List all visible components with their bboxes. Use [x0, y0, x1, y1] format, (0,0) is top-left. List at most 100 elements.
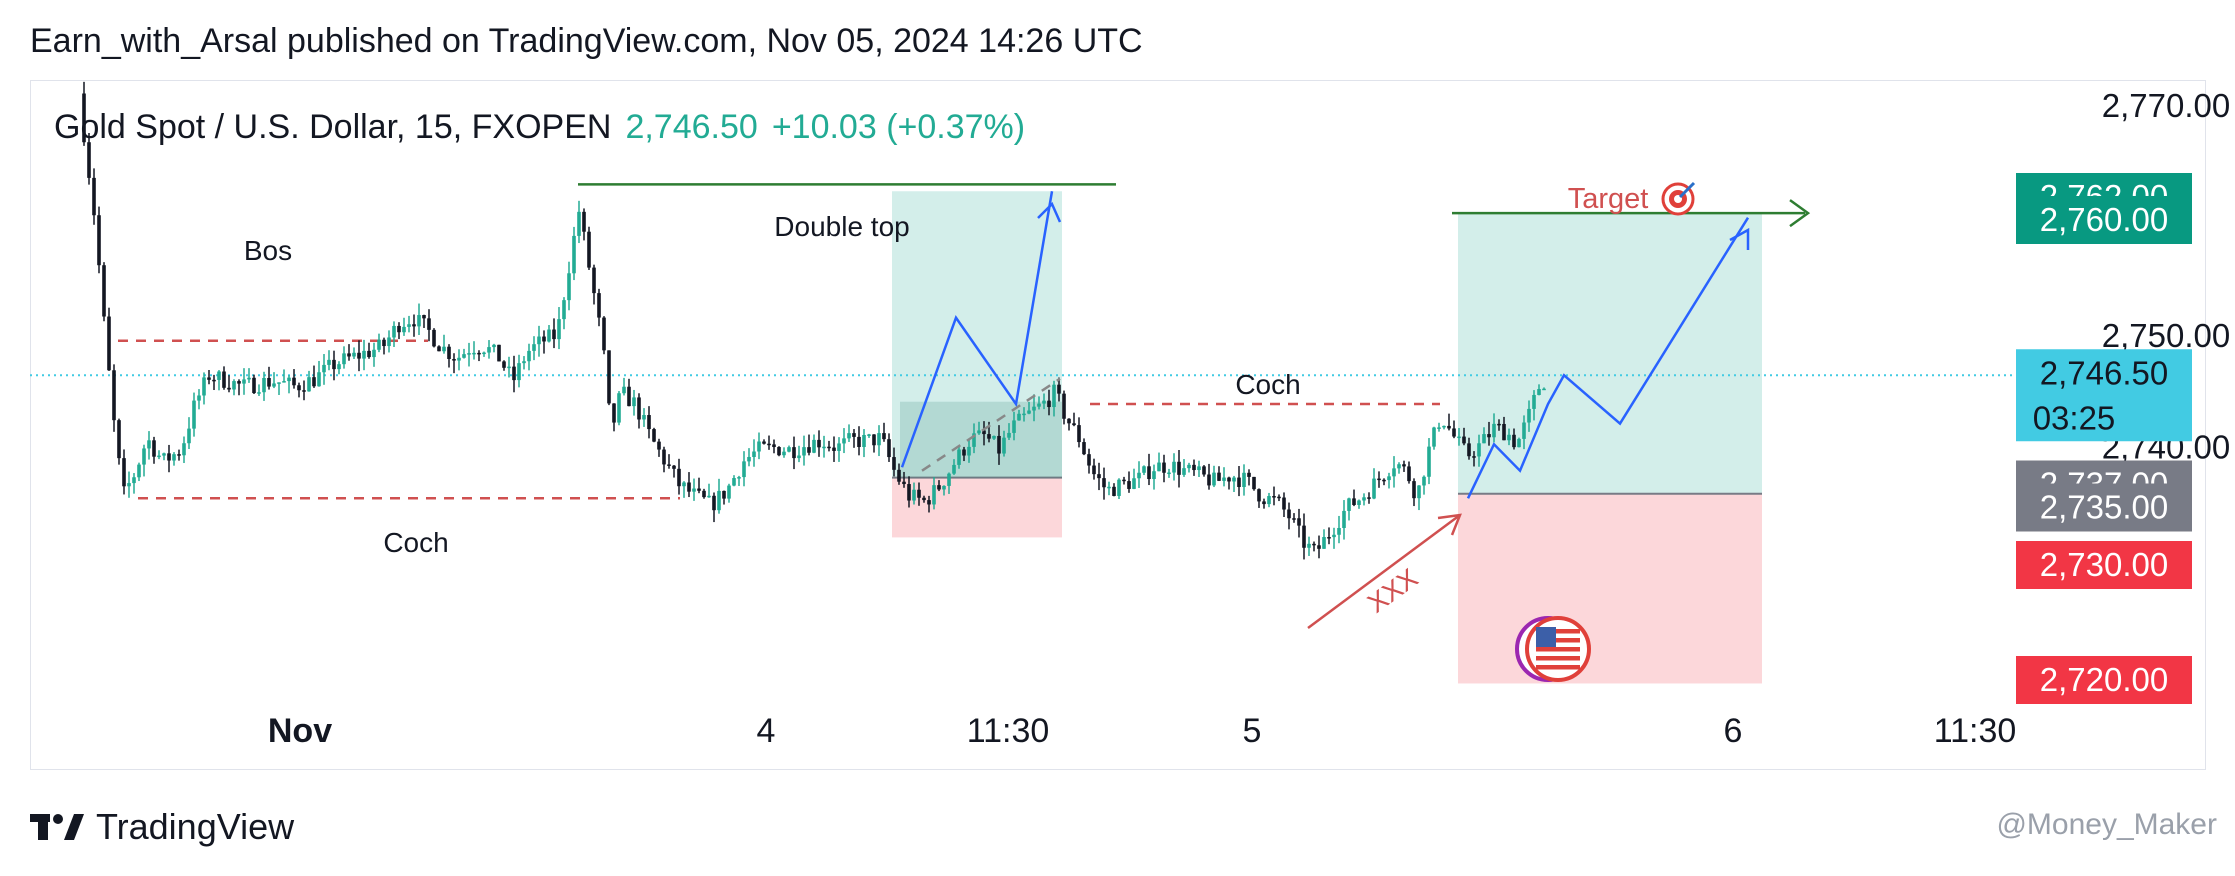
flag-stripe	[1536, 647, 1580, 652]
candle-body	[1092, 465, 1096, 475]
candle-body	[1057, 384, 1061, 394]
candle-body	[1202, 466, 1206, 475]
candle	[1467, 437, 1471, 460]
candle	[1082, 438, 1086, 456]
position-right-loss-zone	[1458, 493, 1762, 684]
candle-body	[1062, 393, 1066, 419]
xxx-arrow-head	[1437, 513, 1462, 536]
candle	[1262, 498, 1266, 509]
price-tag: 2,760.00	[2016, 196, 2192, 244]
candle-body	[1322, 537, 1326, 549]
candle	[442, 334, 446, 354]
candle	[667, 454, 671, 469]
candle-body	[1032, 406, 1036, 411]
candle	[412, 314, 416, 337]
candle	[1542, 387, 1546, 391]
candle-body	[457, 357, 461, 361]
candle-body	[82, 93, 86, 143]
chart-frame[interactable]	[30, 80, 2206, 770]
candle	[452, 353, 456, 374]
candle-body	[152, 440, 156, 457]
candle	[1382, 478, 1386, 486]
candle	[322, 354, 326, 385]
candle-body	[472, 352, 476, 355]
candle	[707, 483, 711, 498]
candle	[507, 356, 511, 378]
candle-body	[1332, 534, 1336, 538]
candle-body	[427, 318, 431, 330]
watermark: @Money_Maker	[1996, 808, 2217, 841]
candle	[517, 354, 521, 388]
candle-body	[547, 329, 551, 342]
candle	[382, 337, 386, 355]
candle	[307, 370, 311, 392]
candle-body	[522, 361, 526, 364]
candle-body	[557, 319, 561, 340]
price-axis: 2,770.002,750.002,740.002,762.002,760.00…	[2016, 87, 2230, 704]
candle	[1207, 463, 1211, 490]
candle-body	[827, 446, 831, 449]
candle-body	[252, 377, 256, 394]
time-label: Nov	[268, 712, 332, 750]
candle-body	[1472, 456, 1476, 458]
candle-body	[1162, 462, 1166, 473]
coch-low-label: Coch	[383, 527, 448, 558]
candle	[832, 436, 836, 462]
candle	[872, 434, 876, 453]
candle	[487, 340, 491, 359]
candle	[1067, 418, 1071, 431]
price-tag-text: 2,735.00	[2040, 489, 2168, 526]
candle-body	[967, 446, 971, 456]
candle-body	[372, 349, 376, 358]
candle-body	[1377, 478, 1381, 481]
candle	[857, 426, 861, 456]
candle	[1362, 493, 1366, 506]
candle-body	[1467, 443, 1471, 457]
candle	[1487, 421, 1491, 446]
candle-body	[797, 455, 801, 459]
candle-body	[247, 377, 251, 380]
candle-body	[117, 420, 121, 459]
candle-body	[1102, 478, 1106, 488]
candle-body	[362, 350, 366, 359]
candle-body	[712, 495, 716, 511]
candle	[727, 483, 731, 503]
footer-brand[interactable]: TradingView	[30, 802, 294, 852]
candle	[797, 445, 801, 463]
candle	[317, 360, 321, 387]
candle-body	[1352, 498, 1356, 505]
candle-body	[1082, 442, 1086, 455]
candle	[752, 439, 756, 467]
candle	[207, 370, 211, 385]
candle	[1212, 465, 1216, 488]
candle	[102, 262, 106, 322]
candle-body	[742, 461, 746, 478]
candle-body	[732, 478, 736, 486]
candle	[177, 449, 181, 461]
candle-body	[257, 392, 261, 394]
candle	[1057, 377, 1061, 402]
candle	[132, 473, 136, 494]
candle-body	[637, 397, 641, 420]
candle	[142, 444, 146, 477]
candle-body	[542, 336, 546, 342]
candle-body	[322, 364, 326, 373]
candle-body	[692, 488, 696, 492]
price-tag: 2,730.00	[2016, 541, 2192, 589]
candle	[462, 348, 466, 359]
candle-body	[357, 352, 361, 359]
candle-body	[917, 489, 921, 498]
candle	[437, 345, 441, 352]
candle	[1522, 415, 1526, 450]
candle	[292, 369, 296, 389]
candle	[187, 417, 191, 450]
candle-body	[1172, 461, 1176, 473]
candle-body	[1067, 418, 1071, 424]
candle	[1217, 466, 1221, 482]
instrument-legend[interactable]: Gold Spot / U.S. Dollar, 15, FXOPEN 2,746…	[54, 108, 1025, 147]
candle	[417, 303, 421, 335]
candle	[352, 347, 356, 359]
candle	[157, 450, 161, 460]
candle	[1327, 527, 1331, 545]
